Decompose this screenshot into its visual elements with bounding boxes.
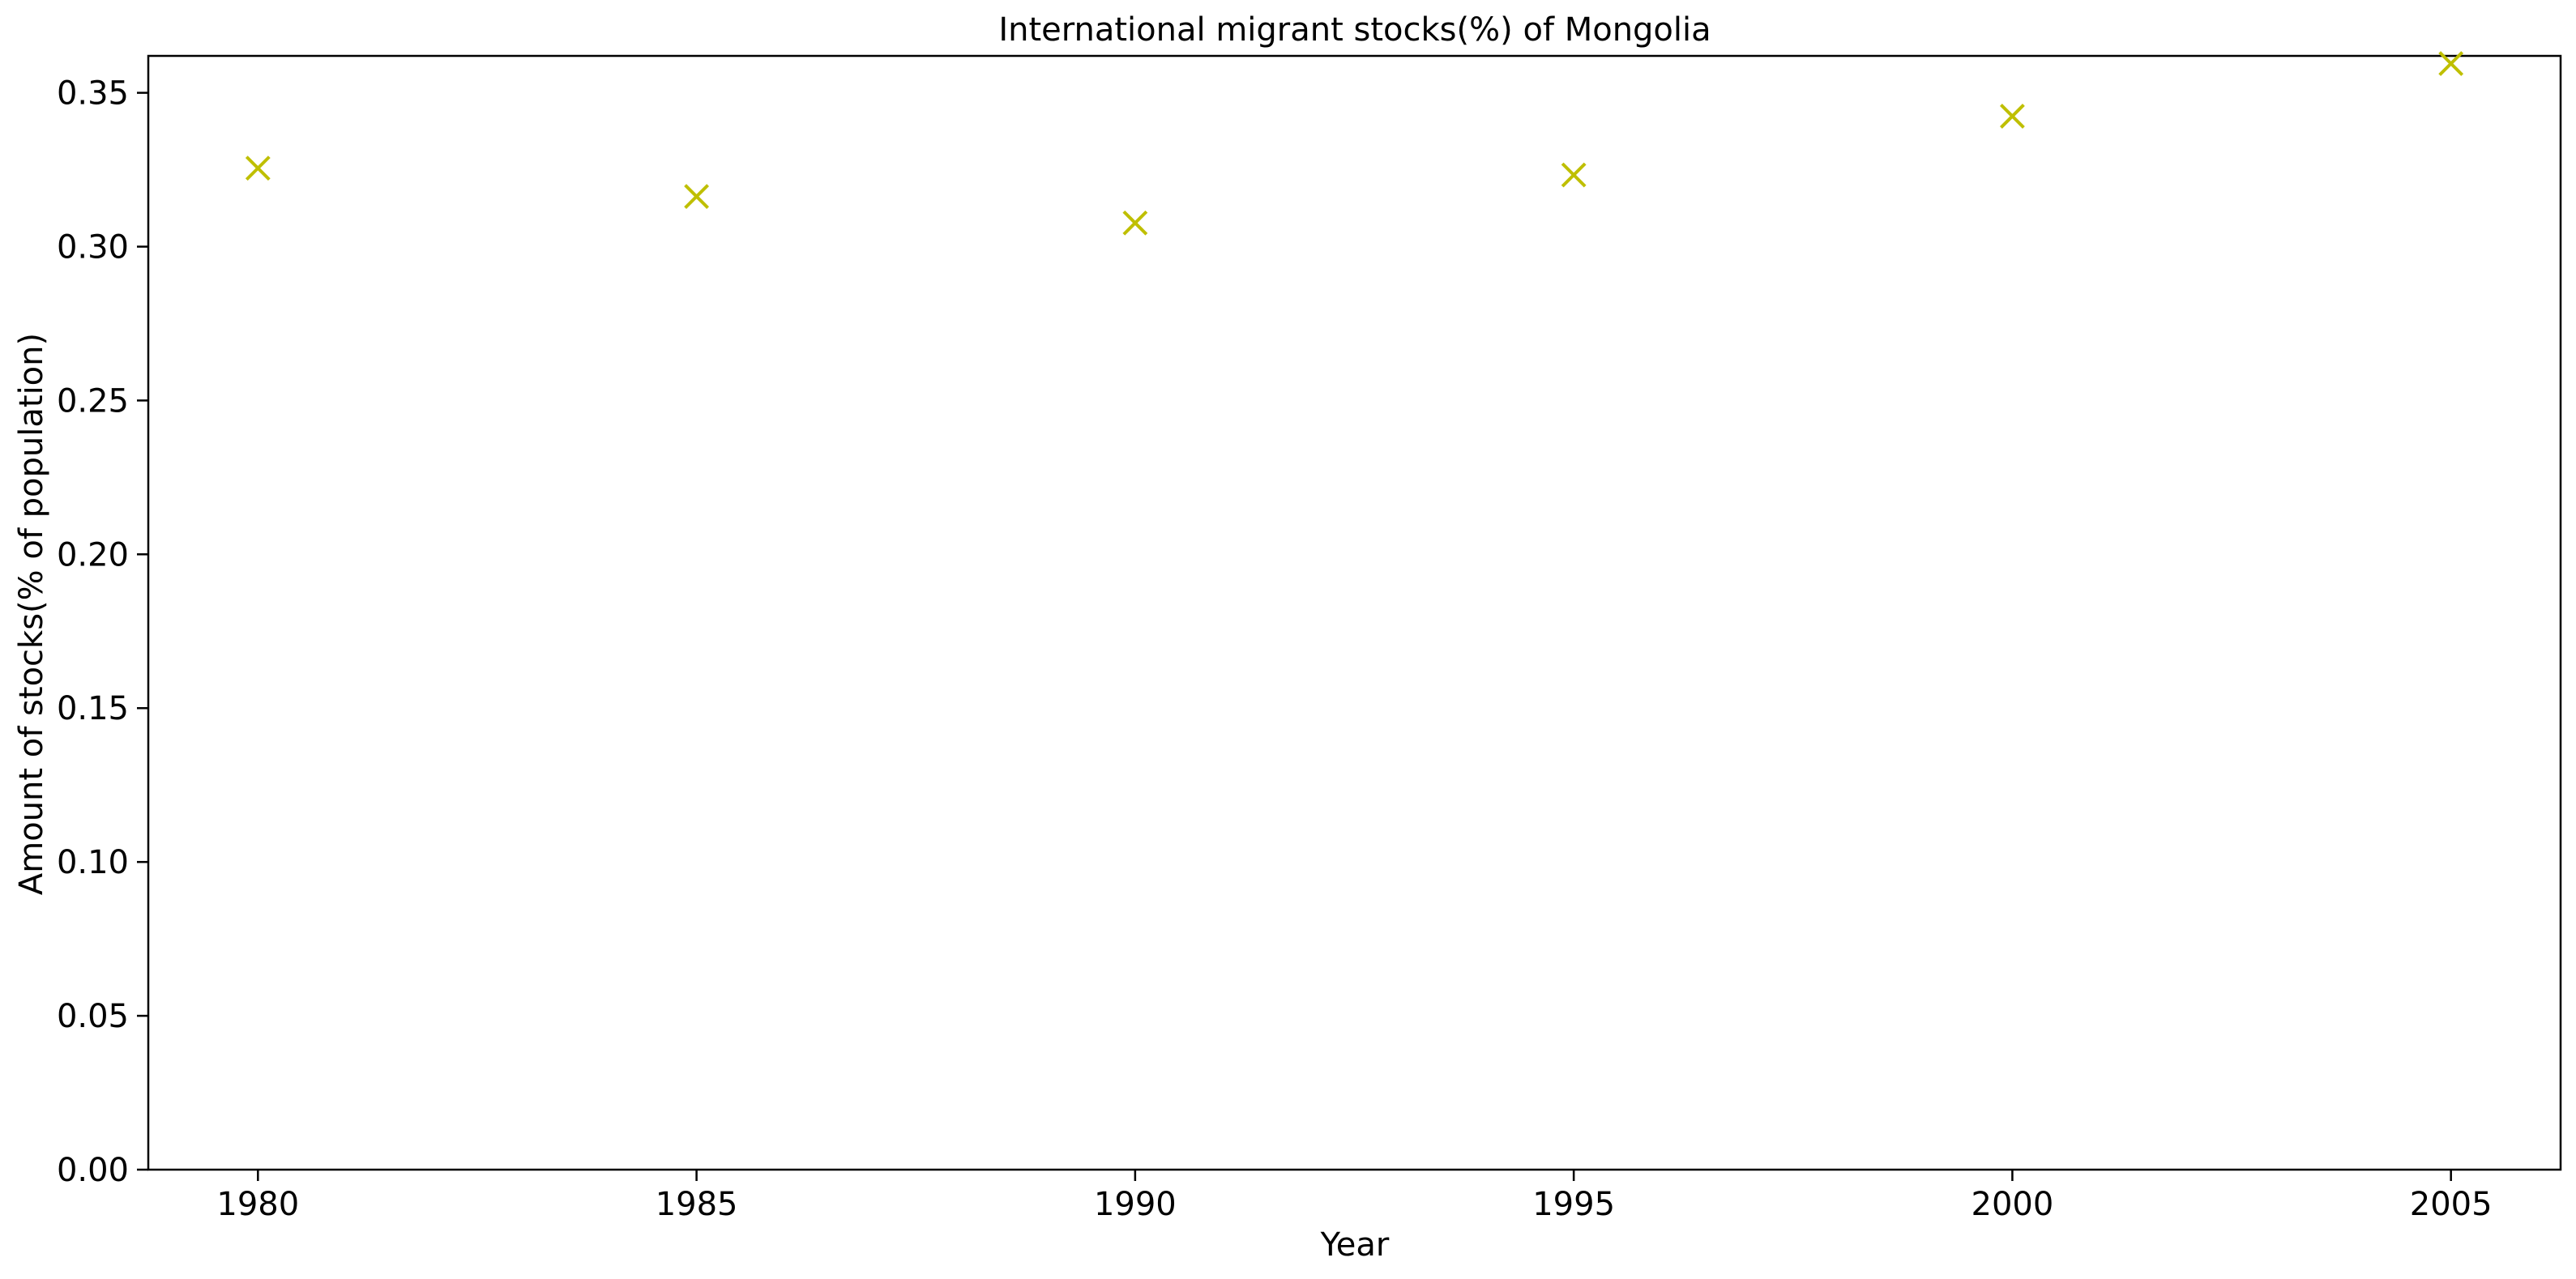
x-tick-label: 1995 xyxy=(1532,1186,1615,1223)
x-axis: 1980 1985 1990 1995 2000 2005 xyxy=(216,1170,2493,1223)
data-point xyxy=(2438,51,2464,76)
y-tick-label: 0.35 xyxy=(57,75,129,113)
x-tick-label: 1985 xyxy=(656,1186,738,1223)
data-point xyxy=(684,184,710,209)
x-tick-label: 2000 xyxy=(1972,1186,2054,1223)
x-tick-label: 1990 xyxy=(1094,1186,1177,1223)
x-tick-label: 1980 xyxy=(216,1186,299,1223)
plot-frame xyxy=(147,54,2562,1171)
x-tick-label: 2005 xyxy=(2410,1186,2493,1223)
y-tick-label: 0.20 xyxy=(57,536,129,573)
y-tick-label: 0.05 xyxy=(57,998,129,1035)
data-point xyxy=(1999,104,2025,129)
y-tick-label: 0.15 xyxy=(57,690,129,727)
y-axis: 0.00 0.05 0.10 0.15 0.20 0.25 0.30 0.35 xyxy=(57,75,148,1189)
y-tick-label: 0.25 xyxy=(57,382,129,420)
data-point xyxy=(1122,210,1148,236)
y-axis-title: Amount of stocks(% of population) xyxy=(13,333,50,895)
y-tick-label: 0.30 xyxy=(57,228,129,266)
x-axis-title: Year xyxy=(1320,1226,1390,1264)
data-point xyxy=(1561,162,1587,188)
y-tick-label: 0.10 xyxy=(57,844,129,881)
data-point xyxy=(245,156,271,181)
y-tick-label: 0.00 xyxy=(57,1152,129,1189)
plot-area xyxy=(147,54,2562,1171)
chart-title: International migrant stocks(%) of Mongo… xyxy=(998,11,1711,49)
data-series xyxy=(245,51,2464,236)
